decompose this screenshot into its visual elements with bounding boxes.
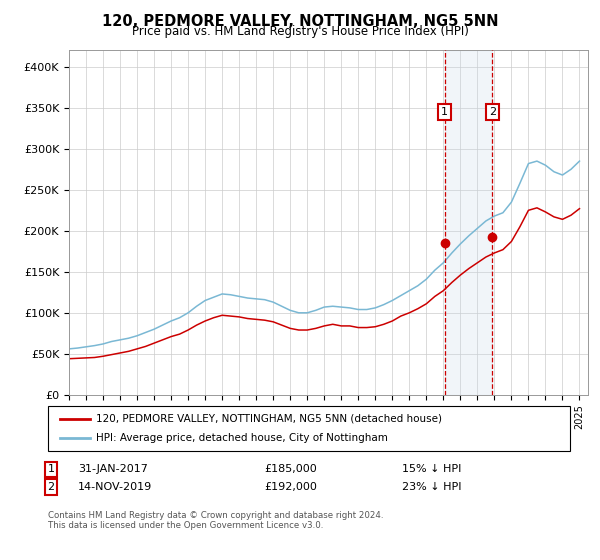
Text: 120, PEDMORE VALLEY, NOTTINGHAM, NG5 5NN: 120, PEDMORE VALLEY, NOTTINGHAM, NG5 5NN xyxy=(102,14,498,29)
Text: Contains HM Land Registry data © Crown copyright and database right 2024.
This d: Contains HM Land Registry data © Crown c… xyxy=(48,511,383,530)
Text: Price paid vs. HM Land Registry's House Price Index (HPI): Price paid vs. HM Land Registry's House … xyxy=(131,25,469,38)
Text: HPI: Average price, detached house, City of Nottingham: HPI: Average price, detached house, City… xyxy=(96,433,388,444)
Text: 15% ↓ HPI: 15% ↓ HPI xyxy=(402,464,461,474)
Text: 1: 1 xyxy=(47,464,55,474)
Text: £192,000: £192,000 xyxy=(264,482,317,492)
Text: 120, PEDMORE VALLEY, NOTTINGHAM, NG5 5NN (detached house): 120, PEDMORE VALLEY, NOTTINGHAM, NG5 5NN… xyxy=(96,413,442,423)
Text: 31-JAN-2017: 31-JAN-2017 xyxy=(78,464,148,474)
Text: 1: 1 xyxy=(441,107,448,117)
Bar xyxy=(445,50,492,395)
Text: £185,000: £185,000 xyxy=(264,464,317,474)
Text: 2: 2 xyxy=(47,482,55,492)
Text: 2: 2 xyxy=(488,107,496,117)
Text: 23% ↓ HPI: 23% ↓ HPI xyxy=(402,482,461,492)
Text: 14-NOV-2019: 14-NOV-2019 xyxy=(78,482,152,492)
